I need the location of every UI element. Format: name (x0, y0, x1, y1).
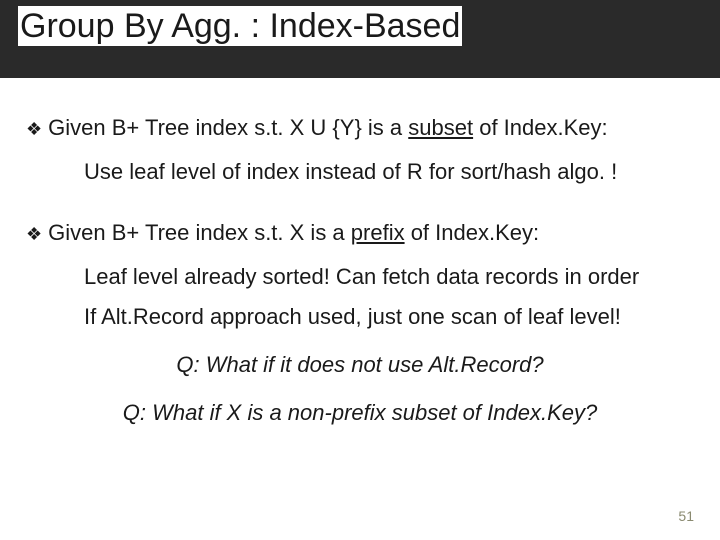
sub-bullet: Use leaf level of index instead of R for… (84, 157, 694, 187)
question-line: Q: What if X is a non-prefix subset of I… (26, 398, 694, 428)
bullet-suffix: of Index.Key: (473, 115, 608, 140)
bullet-item: ❖ Given B+ Tree index s.t. X U {Y} is a … (26, 114, 694, 143)
bullet-underlined: subset (408, 115, 473, 140)
title-bar: Group By Agg. : Index-Based (0, 0, 720, 78)
slide-content: ❖ Given B+ Tree index s.t. X U {Y} is a … (0, 78, 720, 428)
bullet-text: Given B+ Tree index s.t. X is a prefix o… (48, 219, 539, 247)
slide-title: Group By Agg. : Index-Based (18, 6, 462, 46)
bullet-text: Given B+ Tree index s.t. X U {Y} is a su… (48, 114, 607, 142)
question-line: Q: What if it does not use Alt.Record? (26, 350, 694, 380)
bullet-prefix: Given B+ Tree index s.t. X is a (48, 220, 351, 245)
bullet-prefix: Given B+ Tree index s.t. X U {Y} is a (48, 115, 408, 140)
bullet-item: ❖ Given B+ Tree index s.t. X is a prefix… (26, 219, 694, 248)
bullet-icon: ❖ (26, 115, 42, 143)
bullet-icon: ❖ (26, 220, 42, 248)
bullet-suffix: of Index.Key: (405, 220, 540, 245)
sub-bullet: If Alt.Record approach used, just one sc… (84, 302, 694, 332)
bullet-underlined: prefix (351, 220, 405, 245)
page-number: 51 (678, 508, 694, 524)
sub-bullet: Leaf level already sorted! Can fetch dat… (84, 262, 694, 292)
